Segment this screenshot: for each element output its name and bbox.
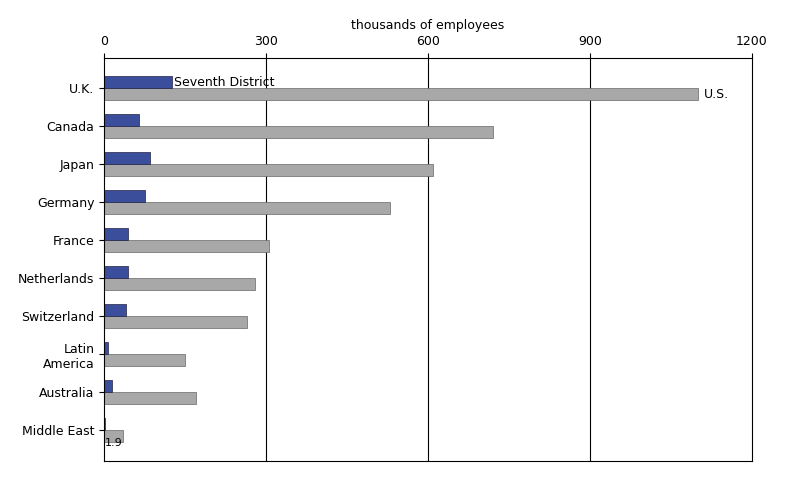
Bar	[104, 228, 128, 240]
Text: Seventh District: Seventh District	[174, 75, 274, 88]
Bar	[104, 430, 123, 443]
Bar	[104, 114, 139, 126]
Bar	[104, 164, 434, 176]
Bar	[104, 202, 390, 215]
Bar	[104, 354, 185, 366]
Bar	[104, 76, 171, 88]
Text: 1.9: 1.9	[105, 438, 123, 448]
Bar	[104, 152, 150, 164]
Bar	[104, 380, 112, 392]
Bar	[104, 240, 269, 252]
Bar	[104, 392, 196, 405]
Bar	[104, 190, 145, 202]
Bar	[104, 316, 247, 328]
Bar	[104, 418, 105, 430]
Bar	[104, 88, 698, 100]
X-axis label: thousands of employees: thousands of employees	[351, 19, 505, 32]
Bar	[104, 126, 493, 138]
Bar	[104, 342, 108, 354]
Bar	[104, 266, 128, 278]
Bar	[104, 304, 126, 316]
Text: U.S.: U.S.	[703, 88, 729, 101]
Bar	[104, 278, 255, 290]
